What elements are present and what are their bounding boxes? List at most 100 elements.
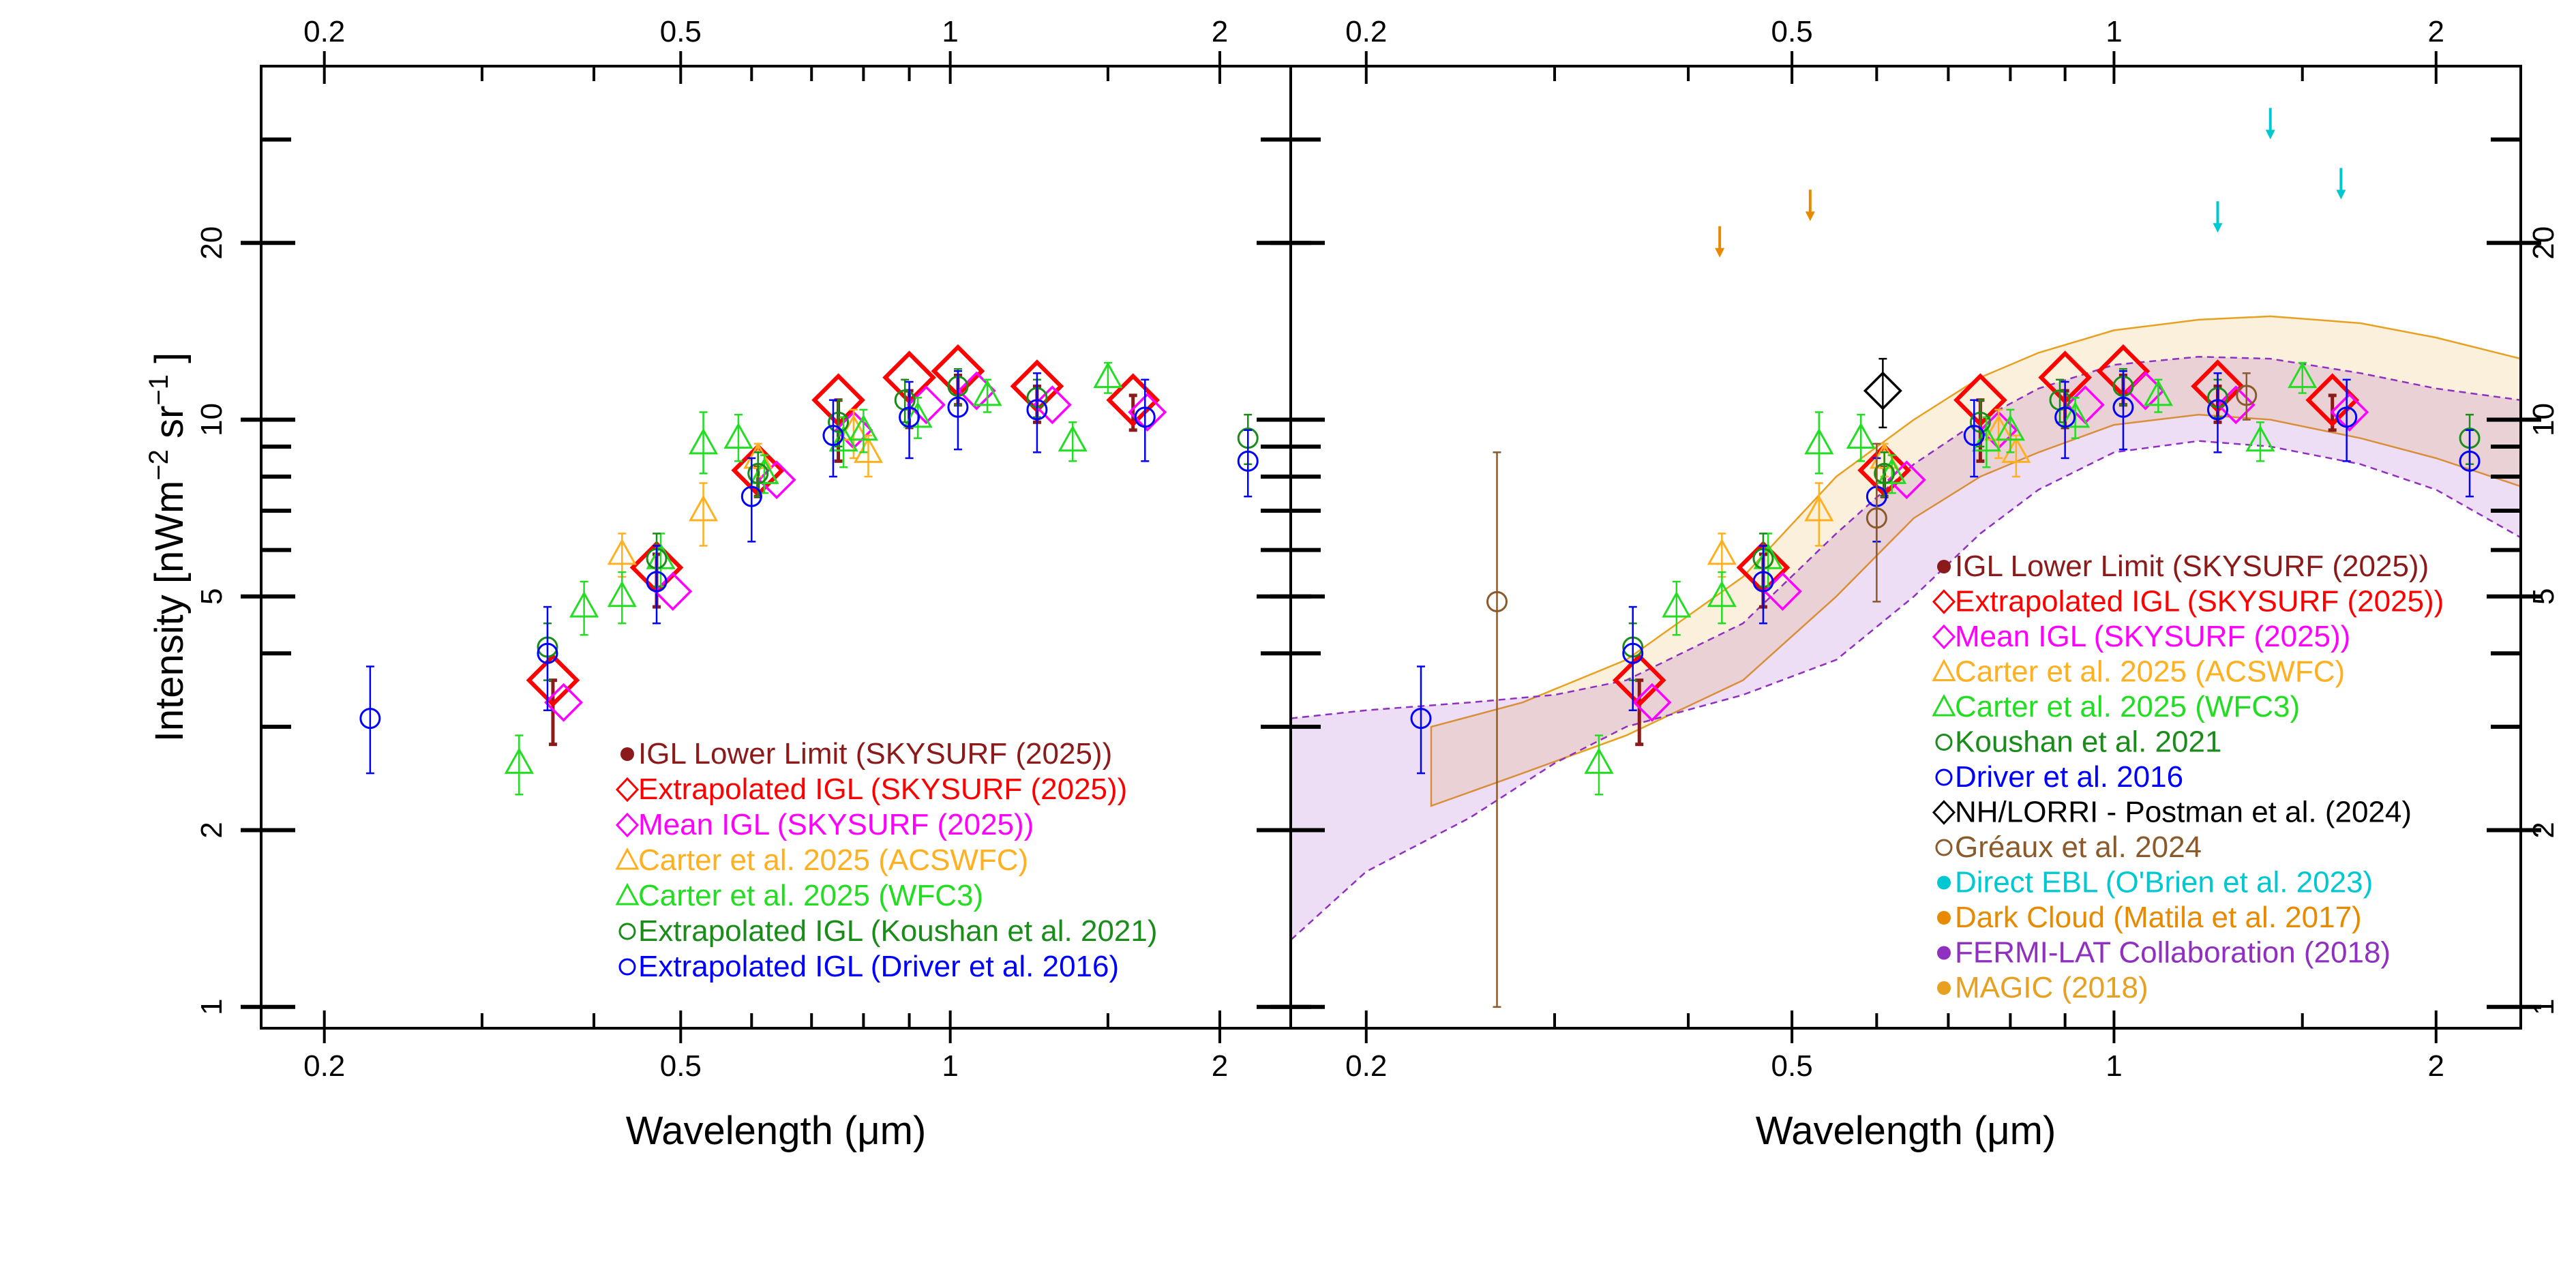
legend-marker [1937,946,1951,960]
data-point [822,425,844,447]
data-point [2143,379,2173,406]
legend-label: IGL Lower Limit (SKYSURF (2025)) [1955,550,2429,583]
y-tick-label-right: 10 [2527,403,2560,436]
y-tick-label: 10 [195,403,228,436]
data-point [526,653,580,708]
legend-marker [1937,560,1951,573]
data-point [2054,406,2076,428]
legend-label: Dark Cloud (Matila et al. 2017) [1955,901,2362,934]
left-legend: IGL Lower Limit (SKYSURF (2025))Extrapol… [615,737,1158,983]
data-point [2336,406,2358,428]
ylabel-part1: Intensity [nWm [147,481,192,743]
upper-limit-arrow [2336,168,2346,200]
data-point [2305,373,2360,428]
legend-marker [615,777,640,803]
data-point [1804,428,1834,455]
data-point [1058,425,1088,452]
data-point [1134,406,1156,428]
data-point [947,396,969,418]
series-8 [1486,372,2258,1008]
data-point [1877,458,1907,484]
data-point [1026,399,1048,421]
x-tick-label: 0.2 [1345,1049,1387,1083]
data-point [1995,414,2025,441]
legend-label: FERMI-LAT Collaboration (2018) [1955,936,2391,970]
data-point [2330,393,2369,432]
x-tick-label-top: 0.2 [303,15,345,48]
ylabel-part3: ] [147,353,192,374]
legend-marker [1935,768,1953,786]
data-point [2061,401,2091,428]
series-10 [1715,190,1815,258]
data-point [1410,708,1432,730]
data-point [747,462,769,484]
data-point [828,411,850,433]
right-x-axis-title: Wavelength (μm) [1756,1109,2056,1153]
data-point [1969,411,1991,433]
data-point [2288,361,2318,389]
band-0 [1430,315,2521,807]
left-x-axis-title: Wavelength (μm) [626,1109,927,1153]
data-point [2245,425,2275,452]
legend-label: MAGIC (2018) [1955,971,2148,1004]
legend-label: Carter et al. 2025 (WFC3) [1955,690,2300,723]
data-point [1128,393,1167,432]
x-tick-label-top: 0.5 [1771,15,1813,48]
x-tick-label: 1 [942,1049,958,1083]
right-legend: IGL Lower Limit (SKYSURF (2025))Extrapol… [1932,550,2444,1004]
x-tick-label: 1 [2106,1049,2122,1083]
y-tick-label: 5 [195,588,228,605]
y-tick-label: 20 [195,226,228,260]
x-tick-label: 2 [1212,1049,1228,1083]
x-tick-label-top: 2 [2428,15,2444,48]
legend-label: NH/LORRI - Postman et al. (2024) [1955,796,2412,829]
data-point [1863,371,1902,410]
x-tick-label: 0.5 [1771,1049,1813,1083]
data-point [853,436,884,463]
data-point [1963,425,1985,447]
x-tick-label-top: 2 [1212,15,1228,48]
legend-marker [1937,981,1951,995]
data-point [899,406,920,428]
y-tick-label-right: 20 [2527,226,2560,260]
x-tick-label: 2 [2428,1049,2444,1083]
legend-marker [1932,693,1956,717]
legend-label: Carter et al. 2025 (WFC3) [638,879,983,912]
right-plot-frame [1289,65,2522,1030]
data-point [359,708,381,730]
data-point [1662,591,1692,618]
data-point [504,747,534,774]
series-9 [2213,108,2346,233]
data-point [1866,507,1887,529]
legend-marker [1937,875,1951,890]
legend-marker [1932,589,1956,614]
right-data-series [1410,108,2481,1008]
left-y-axis-title: Intensity [nWm−2 sr−1 ] [144,353,192,742]
data-point [1622,642,1644,664]
legend-label: Extrapolated IGL (Driver et al. 2016) [638,950,1119,983]
legend-label: Direct EBL (O'Brien et al. 2023) [1955,866,2373,899]
ylabel-sup2: −1 [144,374,174,406]
x-tick-label: 0.2 [303,1049,345,1083]
data-point [1032,385,1072,425]
legend-marker [620,747,634,761]
data-point [544,683,584,722]
legend-label: Koushan et al. 2021 [1955,725,2221,759]
data-point [569,591,599,618]
data-point [1584,747,1614,774]
data-point [2216,385,2256,425]
y-tick-label-right: 2 [2527,822,2560,838]
upper-limit-arrow [1805,190,1815,222]
data-point [1106,373,1160,428]
data-point [2236,385,2258,406]
y-tick-label: 2 [195,822,228,838]
x-tick-label-top: 1 [2106,15,2122,48]
legend-label: Extrapolated IGL (SKYSURF (2025)) [638,773,1127,806]
data-point [1874,462,1896,484]
data-point [2459,450,2481,472]
legend-marker [615,882,640,905]
legend-label: Carter et al. 2025 (ACSWFC) [1955,655,2345,689]
